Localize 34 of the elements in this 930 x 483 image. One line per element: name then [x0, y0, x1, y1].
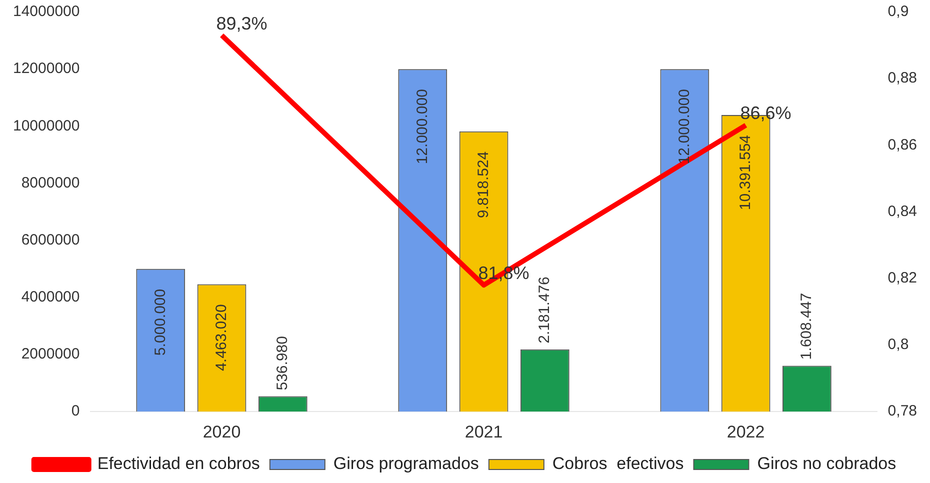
y-tick-label: 2000000: [21, 346, 80, 363]
data-label: 86,6%: [740, 103, 792, 124]
y2-tick-label: 0,88: [888, 70, 918, 87]
y2-tick-label: 0,82: [888, 270, 918, 287]
data-label: 1.608.447: [798, 292, 816, 360]
legend-label: Cobros efectivos: [552, 454, 684, 474]
y2-tick-label: 0,84: [888, 202, 918, 220]
data-label: 5.000.000: [152, 288, 169, 356]
x-tick-label: 2021: [464, 422, 503, 442]
y2-tick-label: 0,9: [888, 3, 909, 20]
data-label: 81,8%: [478, 263, 530, 284]
data-label: 12.000.000: [676, 89, 693, 164]
y-tick-label: 0: [71, 402, 80, 420]
y-tick-label: 8000000: [21, 174, 80, 192]
y2-tick-label: 0,8: [888, 336, 909, 354]
legend-label: Giros no cobrados: [757, 454, 896, 474]
legend-label: Efectividad en cobros: [97, 454, 260, 474]
legend-label: Giros programados: [333, 454, 479, 474]
data-label: 89,3%: [216, 13, 268, 34]
data-label: 12.000.000: [414, 89, 431, 164]
y-tick-label: 4000000: [21, 288, 80, 306]
x-tick-label: 2022: [726, 422, 765, 442]
data-label: 4.463.020: [212, 304, 230, 371]
data-label: 9.818.524: [474, 151, 492, 218]
x-tick-label: 2020: [202, 422, 241, 442]
y2-tick-label: 0,78: [888, 402, 918, 420]
y-tick-label: 12000000: [12, 60, 80, 78]
y-tick-label: 14000000: [12, 3, 80, 20]
data-label: 10.391.554: [736, 134, 754, 210]
y-tick-label: 6000000: [21, 231, 80, 248]
data-label: 536.980: [274, 336, 292, 390]
data-label: 2.181.476: [536, 276, 554, 344]
y-tick-label: 10000000: [12, 117, 80, 134]
y2-tick-label: 0,86: [888, 136, 918, 154]
